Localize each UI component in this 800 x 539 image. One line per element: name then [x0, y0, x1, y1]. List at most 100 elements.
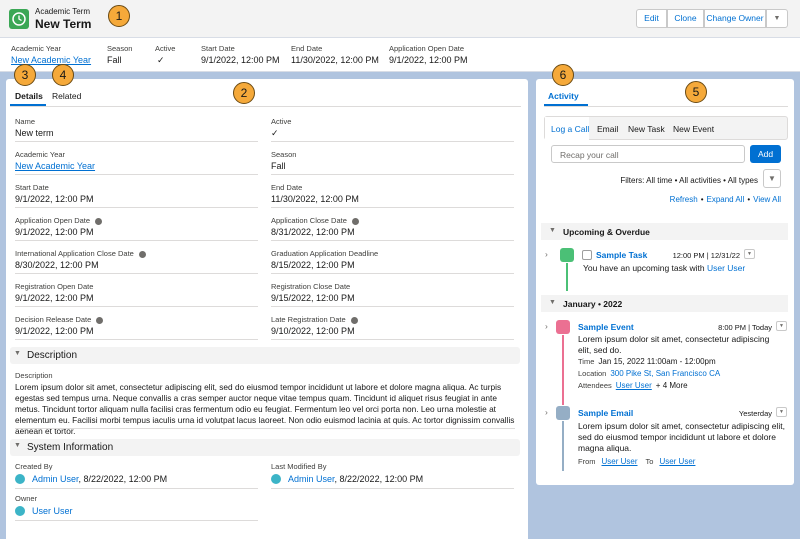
header-button[interactable]: Change Owner — [704, 9, 766, 28]
user-link[interactable]: User User — [659, 457, 696, 466]
timeline-section[interactable] — [541, 223, 788, 240]
user-link[interactable]: Admin User — [32, 474, 79, 484]
related-tab[interactable]: Related — [52, 91, 82, 101]
section-header[interactable] — [10, 347, 520, 364]
header-button[interactable]: Clone — [667, 9, 704, 28]
field-value[interactable]: New Academic Year — [15, 161, 96, 171]
field-label-text: Application Close Date — [271, 216, 347, 225]
tab-divider — [544, 106, 788, 107]
section-title: Upcoming & Overdue — [563, 227, 650, 237]
field-label-text: Graduation Application Deadline — [271, 249, 379, 258]
item-menu[interactable]: ▼ — [744, 249, 755, 259]
highlight-value: ✓ — [157, 55, 165, 65]
activity-action[interactable]: Refresh — [669, 195, 698, 204]
email-title[interactable]: Sample Email — [578, 408, 634, 418]
detail-value[interactable]: User User — [615, 381, 652, 390]
field-label: Registration Close Date — [271, 282, 350, 291]
activity-action[interactable]: View All — [753, 195, 781, 204]
field-underline — [271, 174, 514, 175]
call-input[interactable]: Recap your call — [551, 145, 745, 163]
section-chevron: ▼ — [549, 299, 556, 306]
event-title[interactable]: Sample Event — [578, 322, 634, 332]
field-value: 9/1/2022, 12:00 PM — [15, 326, 94, 336]
section-header[interactable] — [10, 439, 520, 456]
item-menu[interactable]: ▼ — [776, 321, 787, 331]
field-value: 9/10/2022, 12:00 PM — [271, 326, 355, 336]
timeline-section[interactable] — [541, 295, 788, 312]
publisher-tab[interactable]: New Event — [673, 124, 715, 134]
field-value: 8/15/2022, 12:00 PM — [271, 260, 355, 270]
details-tab[interactable]: Details — [15, 91, 43, 101]
expand-chevron[interactable]: › — [545, 249, 548, 259]
detail-label: Time — [578, 357, 595, 366]
field-underline — [15, 207, 258, 208]
section-title: January • 2022 — [563, 299, 623, 309]
publisher-tab[interactable]: New Task — [628, 124, 665, 134]
separator: • — [747, 195, 751, 204]
field-label-text: End Date — [271, 183, 303, 192]
field-underline — [271, 141, 514, 142]
field-underline — [271, 306, 514, 307]
callout-badge: 5 — [685, 81, 707, 103]
description-label: Description — [15, 371, 53, 380]
header-button[interactable]: Edit — [636, 9, 667, 28]
activity-tab[interactable]: Activity — [548, 91, 579, 101]
user-link[interactable]: User User — [706, 263, 746, 273]
user-link[interactable]: Admin User — [288, 474, 335, 484]
filter-button[interactable]: ▼ — [763, 169, 781, 188]
tab-underline — [10, 104, 46, 106]
field-label: Start Date — [15, 183, 49, 192]
field-label-text: Name — [15, 117, 36, 126]
field-label-text: Season — [271, 150, 297, 159]
field-underline — [271, 339, 514, 340]
event-detail: Location 300 Pike St, San Francisco CA — [578, 369, 720, 378]
event-date: 8:00 PM | Today — [718, 323, 772, 332]
highlight-value: 9/1/2022, 12:00 PM — [389, 55, 468, 65]
field-label: Active — [271, 117, 291, 126]
separator: • — [700, 195, 704, 204]
publisher-tab[interactable]: Email — [597, 124, 619, 134]
user-link[interactable]: User User — [601, 457, 638, 466]
field-label-text: Decision Release Date — [15, 315, 92, 324]
highlights-panel — [0, 38, 800, 72]
field-label: Last Modified By — [271, 462, 327, 471]
highlight-value[interactable]: New Academic Year — [11, 55, 92, 65]
field-label: End Date — [271, 183, 302, 192]
highlight-label: End Date — [291, 44, 323, 53]
field-value: 9/1/2022, 12:00 PM — [15, 293, 94, 303]
field-label: Owner — [15, 494, 38, 503]
activity-action[interactable]: Expand All — [706, 195, 745, 204]
task-checkbox[interactable] — [582, 250, 592, 260]
header-menu-button[interactable]: ▼ — [766, 9, 788, 28]
object-icon — [9, 9, 29, 29]
item-menu[interactable]: ▼ — [776, 407, 787, 417]
add-button[interactable]: Add — [750, 145, 781, 163]
field-label-text: Start Date — [15, 183, 49, 192]
field-value: 11/30/2022, 12:00 PM — [271, 194, 359, 204]
email-text: Lorem ipsum dolor sit amet, consectetur … — [578, 421, 785, 453]
field-underline — [15, 141, 258, 142]
field-value: Admin User, 8/22/2022, 12:00 PM — [288, 474, 423, 484]
field-underline — [15, 240, 258, 241]
event-text: Lorem ipsum dolor sit amet, consectetur … — [578, 334, 770, 355]
field-value: Admin User, 8/22/2022, 12:00 PM — [32, 474, 167, 484]
event-detail: Time Jan 15, 2022 11:00am - 12:00pm — [578, 357, 716, 366]
date-text: , 8/22/2022, 12:00 PM — [334, 474, 424, 484]
detail-label: From — [578, 457, 596, 466]
info-icon — [350, 316, 358, 324]
field-label: Late Registration Date — [271, 315, 358, 324]
field-underline — [15, 428, 515, 429]
user-avatar — [271, 474, 281, 484]
expand-chevron[interactable]: › — [545, 407, 548, 417]
task-title[interactable]: Sample Task — [596, 250, 648, 260]
user-link[interactable]: User User — [32, 506, 73, 516]
detail-value[interactable]: 300 Pike St, San Francisco CA — [610, 369, 721, 378]
field-label: Registration Open Date — [15, 282, 93, 291]
description-text: Lorem ipsum dolor sit amet, consectetur … — [15, 382, 515, 436]
field-value: Fall — [271, 161, 286, 171]
highlight-label: Season — [107, 44, 133, 53]
object-type: Academic Term — [35, 7, 90, 16]
expand-chevron[interactable]: › — [545, 321, 548, 331]
publisher-tab[interactable]: Log a Call — [551, 124, 590, 134]
